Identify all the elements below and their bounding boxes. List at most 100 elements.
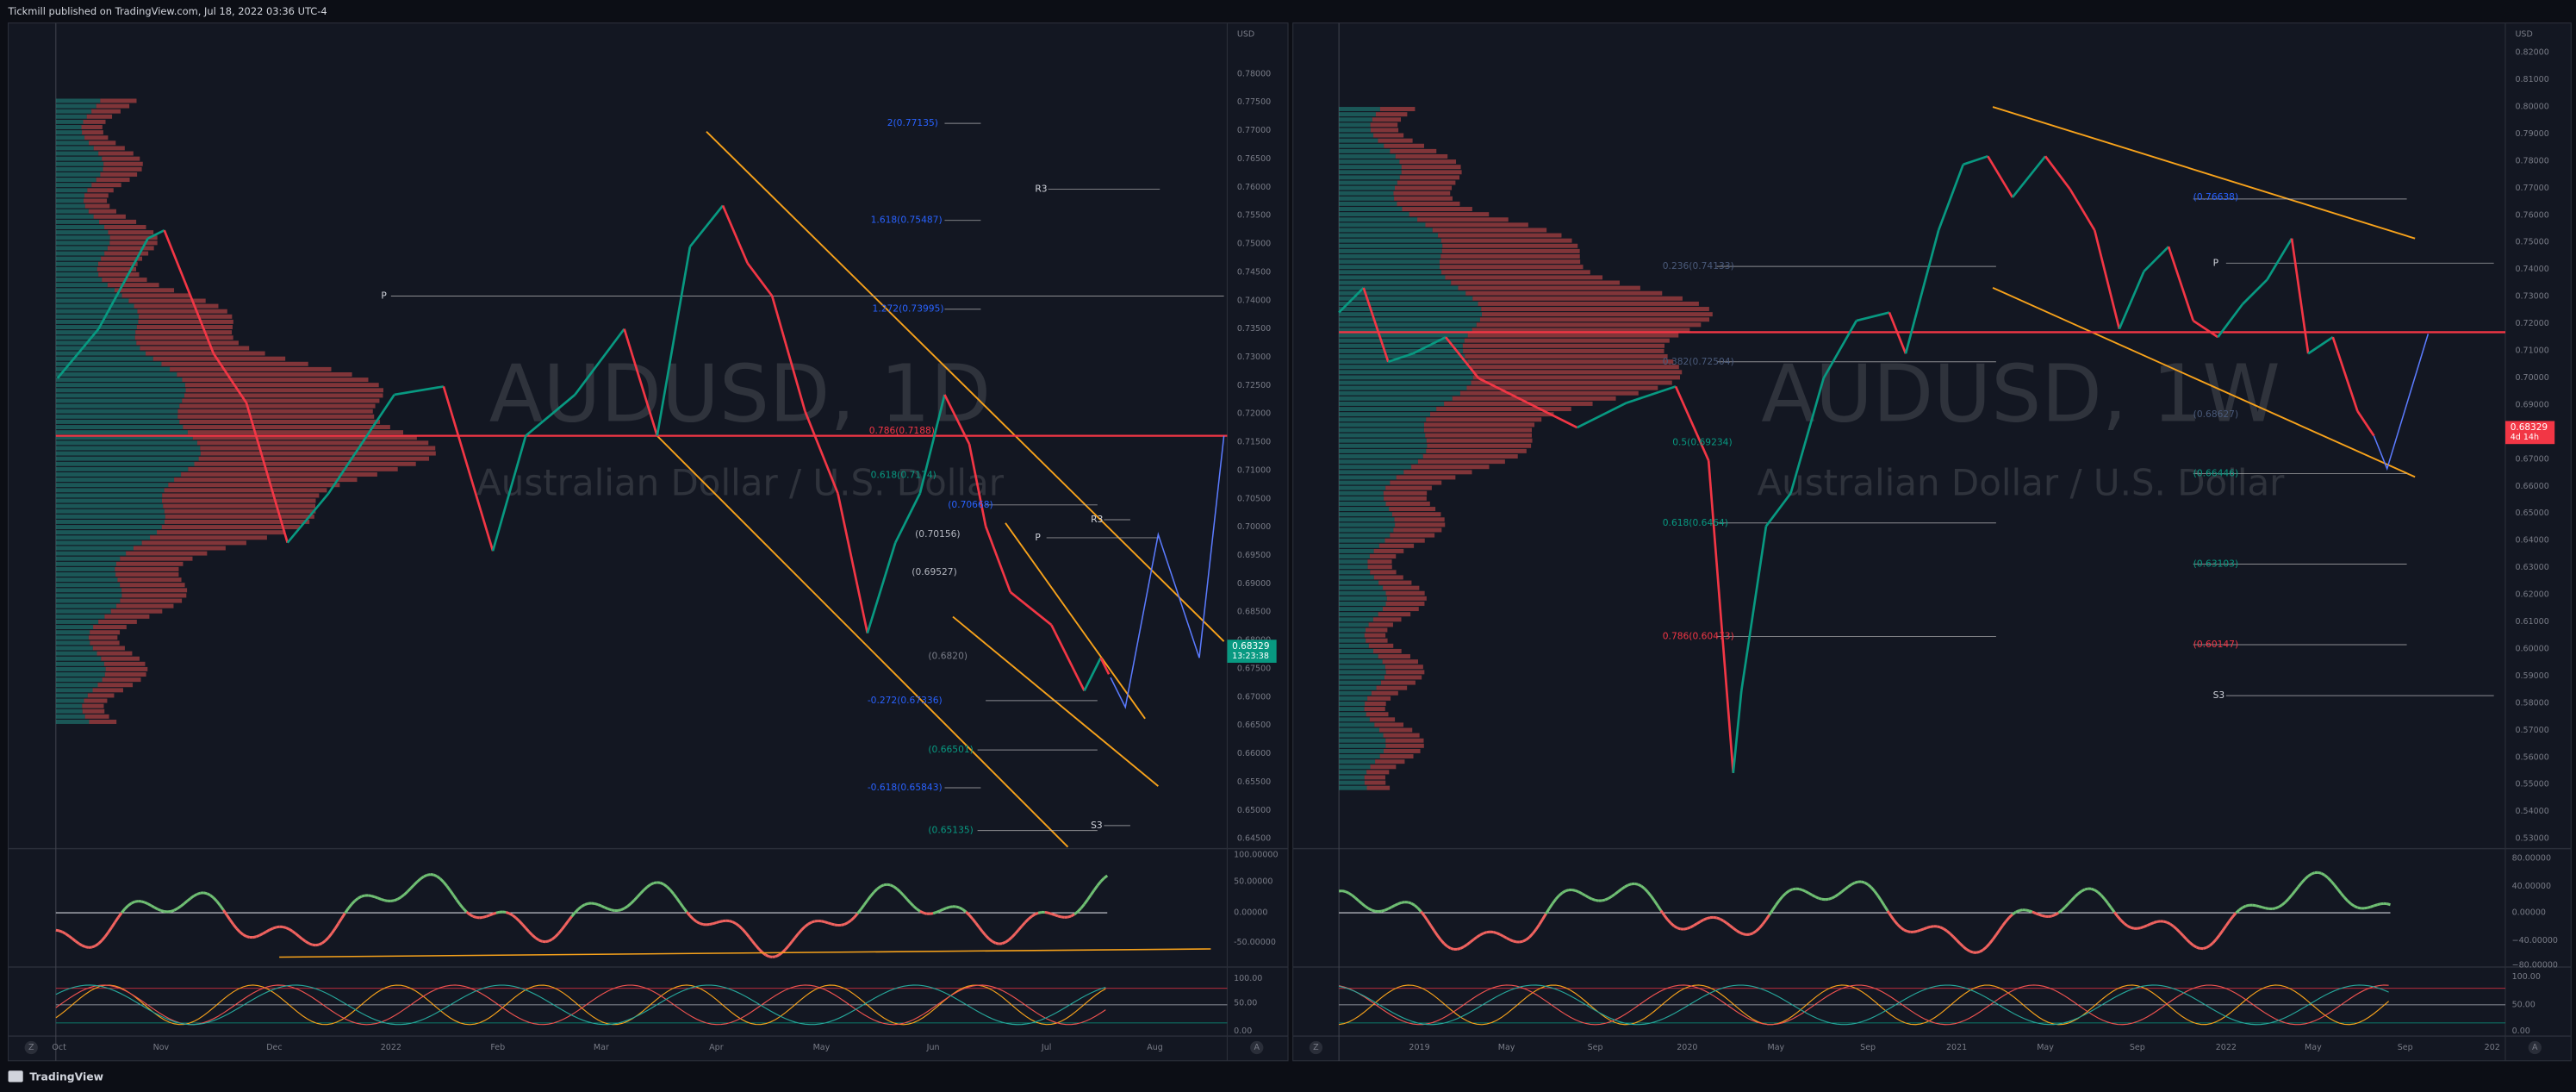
volume-profile-bar — [1471, 365, 1679, 370]
volume-profile-bar — [1378, 727, 1413, 733]
price-path — [1527, 402, 1578, 429]
rsi-line — [295, 933, 301, 938]
fib-level-label: (0.70156) — [915, 528, 960, 540]
time-axis-label: May — [1498, 1043, 1515, 1052]
rsi-line — [1364, 905, 1370, 910]
rsi-line — [285, 926, 290, 931]
rsi-line — [91, 945, 96, 949]
rsi-line — [1457, 946, 1461, 951]
rsi-line — [1096, 880, 1102, 887]
rsi-line — [2008, 913, 2013, 919]
price-path — [984, 526, 1011, 593]
rsi-axis-label: 0.00000 — [1234, 908, 1267, 918]
rsi-line — [1867, 883, 1872, 889]
price-path — [442, 386, 495, 552]
price-tag — [2505, 421, 2555, 445]
rsi-line — [1624, 883, 1629, 889]
volume-profile-bar — [1339, 365, 1472, 370]
volume-profile-bar — [1373, 133, 1404, 138]
zoom-button-label[interactable]: Z — [1313, 1043, 1319, 1052]
volume-profile-bar — [1373, 648, 1402, 653]
rsi-line — [1496, 932, 1501, 936]
rsi-line — [1073, 910, 1079, 916]
volume-profile-bar — [1339, 633, 1365, 638]
price-axis-label: 0.65000 — [2515, 509, 2548, 518]
rsi-line — [1512, 939, 1517, 944]
volume-profile-bar — [120, 556, 193, 561]
volume-profile-bar — [1426, 438, 1533, 443]
volume-profile-bar — [55, 230, 109, 235]
volume-profile-bar — [101, 256, 143, 261]
rsi-line — [1044, 910, 1048, 914]
volume-profile-bar — [1394, 517, 1445, 522]
volume-profile-bar — [55, 251, 105, 256]
rsi-line — [1752, 929, 1758, 935]
zoom-button[interactable] — [24, 1040, 38, 1055]
volume-profile-bar — [1339, 412, 1430, 417]
rsi-line — [623, 905, 629, 910]
rsi-line — [604, 906, 609, 910]
volume-profile-bar — [90, 640, 120, 646]
rsi-line — [1761, 919, 1768, 926]
volume-profile-bar — [181, 472, 377, 477]
stoch-axis-label: 0.00 — [1234, 1026, 1252, 1036]
auto-button[interactable] — [2528, 1040, 2542, 1055]
volume-profile-bar — [1458, 285, 1640, 290]
stoch-axis-label: 100.00 — [2512, 972, 2541, 982]
volume-profile-bar — [84, 714, 109, 719]
volume-profile-bar — [1339, 438, 1427, 443]
volume-profile-bar — [55, 183, 92, 188]
price-path — [2266, 237, 2293, 281]
volume-profile-bar — [97, 683, 134, 688]
volume-profile-bar — [96, 103, 130, 109]
volume-profile-bar — [1339, 770, 1367, 775]
time-axis-label: May — [1768, 1043, 1785, 1052]
volume-profile-bar — [1339, 128, 1372, 133]
volume-profile-bar — [1339, 238, 1441, 243]
volume-profile-bar — [55, 172, 101, 177]
rsi-line — [1561, 889, 1567, 895]
volume-profile-bar — [55, 198, 84, 203]
volume-profile-bar — [1479, 317, 1710, 322]
rsi-line — [390, 899, 395, 902]
rsi-line — [525, 927, 531, 933]
auto-button[interactable] — [1250, 1040, 1264, 1055]
volume-profile-bar — [1393, 190, 1451, 196]
rsi-line — [574, 908, 580, 914]
volume-profile-bar — [1369, 717, 1396, 722]
volume-profile-bar — [84, 203, 110, 209]
volume-profile-bar — [1467, 359, 1674, 365]
price-axis-label: 0.75000 — [2515, 238, 2548, 247]
volume-profile-bar — [1396, 475, 1456, 480]
auto-button-label[interactable]: A — [2532, 1043, 2538, 1052]
volume-profile-bar — [55, 346, 140, 351]
volume-profile-bar — [1371, 128, 1399, 133]
volume-profile-bar — [1375, 759, 1405, 764]
price-path — [2241, 278, 2268, 305]
volume-profile-bar — [55, 146, 94, 151]
rsi-line — [2235, 908, 2241, 914]
price-path — [1478, 377, 1529, 404]
rsi-line — [2265, 907, 2269, 910]
rsi-line — [2271, 907, 2276, 910]
volume-profile-bar — [1427, 443, 1532, 448]
rsi-line — [107, 927, 113, 933]
zoom-button[interactable] — [1309, 1040, 1323, 1055]
rsi-line — [2297, 882, 2303, 888]
rsi-line — [396, 895, 402, 901]
volume-profile-bar — [55, 593, 122, 598]
volume-profile-bar — [1378, 654, 1410, 659]
price-axis-label: 0.75000 — [1237, 240, 1271, 249]
rsi-line — [784, 945, 790, 951]
rsi-line — [2231, 912, 2237, 918]
zoom-button-label[interactable]: Z — [28, 1043, 34, 1052]
auto-button-label[interactable]: A — [1254, 1043, 1260, 1052]
rsi-line — [1764, 914, 1770, 920]
fib-level-label: (0.66446) — [2193, 468, 2238, 479]
rsi-line — [2067, 899, 2073, 905]
rsi-line — [361, 894, 365, 898]
rsi-line — [675, 897, 681, 904]
rsi-line — [617, 908, 622, 912]
volume-profile-bar — [81, 125, 103, 129]
volume-profile-bar — [1339, 390, 1460, 396]
